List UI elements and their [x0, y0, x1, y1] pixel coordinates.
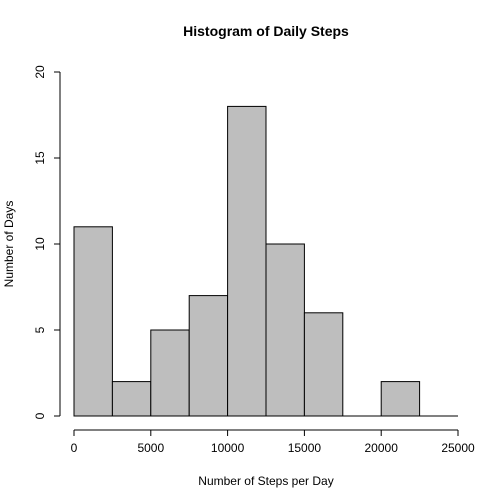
histogram-bar: [188, 295, 229, 417]
y-axis: 0 5 10 15 20: [33, 65, 61, 419]
histogram-bar: [150, 329, 190, 417]
y-tick-label: 10: [33, 237, 47, 251]
y-tick-label: 0: [33, 412, 47, 419]
histogram-bar: [227, 105, 267, 417]
y-tick-label: 20: [33, 65, 47, 79]
x-tick-label: 20000: [365, 441, 399, 455]
histogram-bar: [73, 226, 113, 417]
y-tick-label: 15: [33, 151, 47, 165]
y-tick-label: 5: [33, 326, 47, 333]
histogram-bar: [380, 381, 421, 417]
x-tick-label: 10000: [211, 441, 245, 455]
x-axis: 0 5000 10000 15000 20000 25000: [71, 429, 475, 455]
bars-group: [73, 105, 458, 417]
histogram-bar: [303, 312, 344, 417]
y-axis-title: Number of Days: [2, 201, 16, 288]
x-tick-label: 5000: [137, 441, 164, 455]
histogram-bar: [265, 243, 305, 417]
x-axis-title: Number of Steps per Day: [198, 474, 333, 488]
chart-title: Histogram of Daily Steps: [183, 23, 349, 39]
histogram-bar: [111, 381, 152, 417]
x-tick-label: 25000: [441, 441, 475, 455]
x-tick-label: 15000: [288, 441, 322, 455]
x-tick-label: 0: [71, 441, 78, 455]
